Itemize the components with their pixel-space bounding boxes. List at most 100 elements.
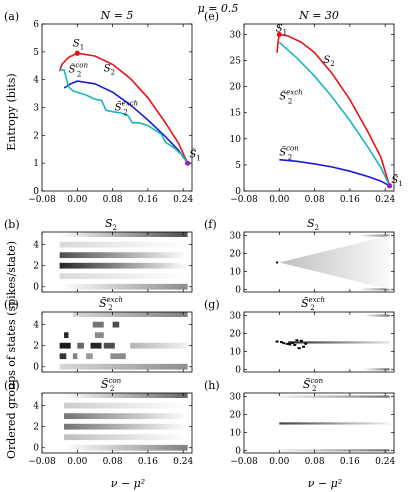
y-tick-label: 10: [230, 347, 242, 357]
heatmap-band: [64, 402, 188, 409]
x-tick-label: 0.16: [138, 457, 158, 467]
y-tick-label: 20: [230, 83, 242, 93]
series-line-S2: [276, 33, 391, 187]
plot-area: [276, 31, 393, 189]
heatmap-band: [64, 413, 188, 420]
x-tick-label: 0.24: [375, 195, 395, 205]
panel-letter: (f): [204, 218, 217, 231]
xlabel-left: ν − μ²: [111, 477, 145, 490]
heatmap-band: [64, 434, 188, 441]
panel-title: S̃con 2: [303, 377, 324, 393]
heatmap-speck: [291, 341, 295, 344]
y-tick-label: 10: [230, 428, 242, 438]
panel-b: 0 2 4 (b) S2: [4, 217, 193, 293]
y-tick-label: 10: [230, 135, 242, 145]
x-tick-label: 0.08: [305, 457, 325, 467]
x-tick-label: 0.00: [67, 457, 87, 467]
y-tick-label: 4: [33, 402, 39, 412]
panel-letter: (d): [4, 379, 20, 392]
y-tick-label: 30: [230, 312, 242, 322]
ylabel-ordered-groups: Ordered groups of states (spikes/state): [5, 241, 18, 459]
y-tick-label: 2: [33, 423, 39, 433]
panel-letter: (h): [204, 379, 220, 392]
heatmap-band: [90, 342, 102, 349]
y-tick-label: 20: [230, 410, 242, 420]
heatmap-band: [279, 422, 390, 425]
x-tick-label: 0.00: [269, 195, 289, 205]
heatmap-band: [130, 342, 188, 349]
y-tick-label: 0: [33, 283, 39, 293]
y-tick-label: 0: [235, 365, 241, 375]
series-annotation: S2: [104, 63, 115, 76]
y-tick-label: 30: [230, 30, 242, 40]
panel-c: 0 2 4 (c) S̃exch 2: [4, 296, 193, 373]
heatmap-speck: [299, 339, 303, 342]
heatmap-band: [59, 252, 188, 259]
panel-h: 0 10 20 30 −0.08 0.00 0.08 0.16 0.24 (h) S̃con 2: [204, 377, 395, 467]
axes-frame: [41, 311, 193, 373]
heatmap-band: [94, 332, 104, 339]
y-tick-label: 5: [33, 48, 39, 58]
series-annotation: S̃1: [189, 149, 200, 163]
plot-area: [275, 234, 390, 291]
y-tick-label: 20: [230, 249, 242, 259]
y-tick-label: 0: [33, 444, 39, 454]
y-tick-label: 4: [33, 241, 39, 251]
x-tick-label: 0.16: [138, 195, 158, 205]
heatmap-speck: [302, 345, 306, 348]
heatmap-band: [363, 368, 390, 371]
x-tick-label: −0.08: [28, 195, 56, 205]
x-tick-label: 0.00: [269, 457, 289, 467]
axes-frame: [41, 231, 193, 293]
panel-title: S2: [105, 217, 117, 232]
series-annotation: S1: [276, 23, 287, 36]
panel-title: S2: [307, 217, 319, 232]
panel-title: N = 30: [298, 9, 339, 22]
heatmap-band: [59, 283, 188, 290]
plot-area: [58, 50, 191, 166]
axes-frame: [243, 392, 395, 454]
panel-letter: (a): [4, 10, 19, 23]
heatmap-speck: [304, 342, 308, 345]
heatmap-speck: [275, 340, 279, 343]
series-annotation: S̃exch 2: [279, 89, 302, 106]
x-tick-label: 0.08: [103, 457, 123, 467]
heatmap-speck: [295, 339, 299, 342]
axes-frame: [243, 23, 395, 192]
x-tick-label: 0.24: [173, 457, 193, 467]
y-tick-label: 10: [230, 267, 242, 277]
heatmap-band: [59, 262, 188, 269]
figure-title: μ = 0.5: [198, 2, 239, 15]
heatmap-band: [279, 449, 390, 452]
series-annotation: S1: [73, 38, 84, 51]
plot-area: [275, 314, 390, 371]
axes-frame: [243, 231, 395, 293]
panel-letter: (c): [4, 298, 19, 311]
panel-title: N = 5: [100, 9, 134, 22]
y-tick-label: 2: [33, 131, 39, 141]
series-line-S2exch: [59, 69, 189, 164]
x-tick-label: 0.08: [305, 195, 325, 205]
heatmap-band: [86, 353, 93, 360]
heatmap-band: [59, 241, 188, 248]
series-annotation: S2: [323, 55, 334, 68]
y-tick-label: 2: [33, 262, 39, 272]
series-line-S2con: [63, 80, 189, 164]
heatmap-band: [112, 321, 120, 328]
marker-dot: [184, 160, 191, 166]
x-tick-label: −0.08: [230, 195, 258, 205]
x-tick-label: 0.16: [340, 195, 360, 205]
series-line-S2exch: [278, 41, 391, 187]
heatmap-speck: [288, 343, 292, 346]
y-tick-label: 4: [33, 76, 39, 86]
y-tick-label: 15: [230, 109, 242, 119]
heatmap-band: [64, 444, 188, 451]
heatmap-band: [59, 353, 67, 360]
heatmap-speck: [285, 342, 289, 345]
x-tick-label: 0.24: [173, 195, 193, 205]
x-tick-label: −0.08: [230, 457, 258, 467]
heatmap-band: [59, 342, 71, 349]
x-tick-label: 0.08: [103, 195, 123, 205]
heatmap-band: [77, 342, 84, 349]
